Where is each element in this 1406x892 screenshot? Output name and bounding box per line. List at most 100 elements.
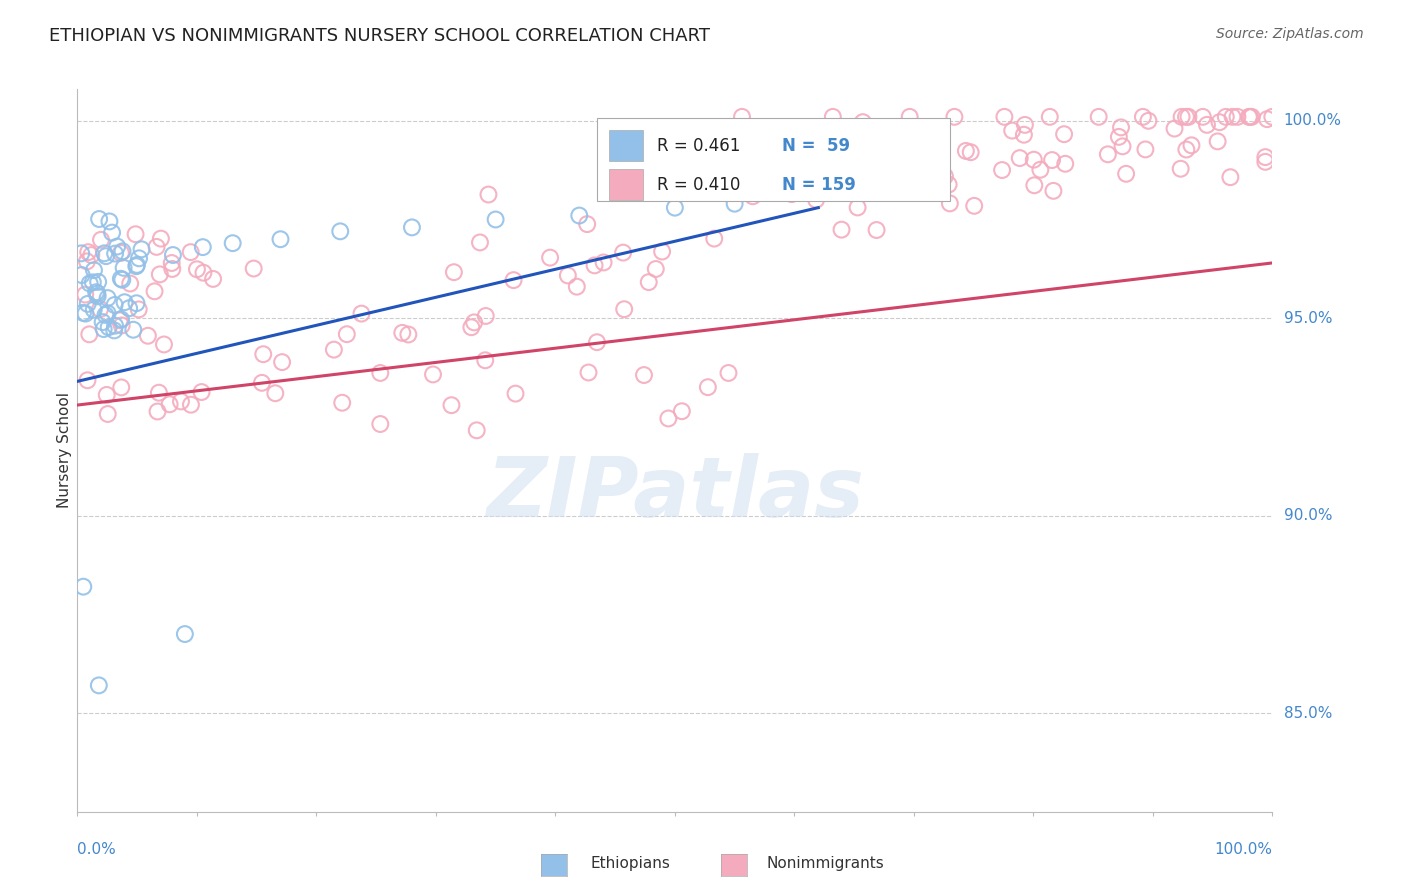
Text: 100.0%: 100.0% [1284, 113, 1341, 128]
Point [538, 251, 561, 265]
Point [87, 275, 110, 289]
Point [124, 227, 146, 242]
Point [505, 386, 527, 401]
Point [76, 254, 98, 268]
Text: N =  59: N = 59 [783, 136, 851, 154]
Point [368, 366, 391, 380]
Point [94, 249, 117, 263]
Point [644, 262, 666, 277]
Point [329, 224, 352, 238]
Point [1226, 110, 1249, 124]
Point [70, 268, 93, 282]
Point [993, 110, 1015, 124]
Point [1008, 151, 1031, 165]
Point [565, 279, 588, 293]
Point [440, 398, 463, 412]
Point [125, 259, 148, 273]
Point [991, 163, 1014, 178]
Point [1012, 128, 1035, 142]
Point [270, 232, 292, 246]
Point [1256, 112, 1278, 127]
Point [193, 266, 215, 280]
Point [893, 149, 915, 163]
Point [79, 327, 101, 342]
Point [1240, 110, 1263, 124]
Point [162, 262, 184, 277]
Point [153, 337, 176, 351]
Text: 95.0%: 95.0% [1284, 310, 1331, 326]
Point [86, 289, 108, 303]
Point [1115, 167, 1137, 181]
Point [613, 302, 636, 317]
Point [96, 388, 118, 402]
Point [477, 187, 499, 202]
Point [568, 209, 591, 223]
Point [1254, 154, 1277, 169]
FancyBboxPatch shape [598, 118, 950, 202]
Point [108, 313, 131, 327]
Point [943, 110, 966, 124]
Text: R = 0.461: R = 0.461 [657, 136, 741, 154]
Point [938, 178, 960, 192]
Point [110, 380, 132, 394]
Point [391, 326, 413, 340]
Point [162, 248, 184, 262]
Point [651, 165, 673, 179]
Point [91, 315, 114, 329]
Point [703, 231, 725, 245]
Point [1170, 161, 1192, 176]
Point [159, 397, 181, 411]
Point [350, 307, 373, 321]
Point [1097, 147, 1119, 161]
Point [815, 138, 838, 153]
Point [852, 115, 875, 129]
Point [112, 260, 135, 275]
Point [322, 343, 344, 357]
Point [797, 125, 820, 139]
Point [1042, 184, 1064, 198]
Point [1053, 127, 1076, 141]
Point [101, 226, 124, 240]
Point [70, 246, 93, 260]
Point [396, 327, 419, 342]
Point [97, 306, 120, 320]
Point [651, 244, 673, 259]
Point [1109, 120, 1132, 135]
Point [170, 394, 193, 409]
Point [934, 169, 956, 184]
Point [831, 222, 853, 236]
Point [1222, 110, 1244, 124]
Point [90, 233, 112, 247]
Point [465, 423, 488, 437]
Point [633, 368, 655, 382]
Point [557, 268, 579, 283]
Point [637, 275, 659, 289]
Point [111, 273, 134, 287]
Point [1135, 143, 1157, 157]
Point [401, 220, 423, 235]
Text: N = 159: N = 159 [783, 176, 856, 194]
Point [657, 411, 679, 425]
Point [1163, 121, 1185, 136]
Point [463, 315, 485, 329]
Point [768, 146, 790, 161]
Point [330, 396, 353, 410]
Point [1237, 110, 1260, 124]
Y-axis label: Nursery School: Nursery School [56, 392, 72, 508]
Point [94, 308, 117, 322]
Point [242, 261, 264, 276]
Point [97, 291, 120, 305]
Text: Source: ZipAtlas.com: Source: ZipAtlas.com [1216, 27, 1364, 41]
Point [578, 366, 600, 380]
Point [180, 398, 202, 412]
Point [131, 243, 153, 257]
Text: 0.0%: 0.0% [77, 842, 117, 857]
Point [1054, 157, 1077, 171]
Point [834, 144, 856, 158]
Text: R = 0.410: R = 0.410 [657, 176, 741, 194]
Point [111, 244, 134, 259]
Point [863, 180, 886, 194]
Point [105, 239, 128, 253]
Point [1111, 139, 1133, 153]
Point [190, 385, 212, 400]
